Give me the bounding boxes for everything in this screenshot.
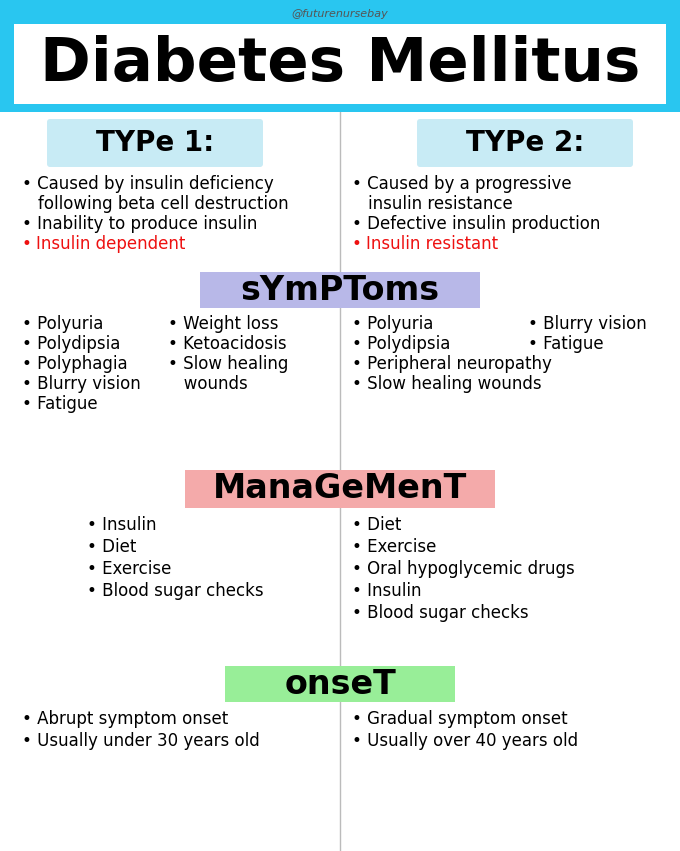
- FancyBboxPatch shape: [225, 666, 455, 702]
- Text: • Insulin: • Insulin: [87, 516, 156, 534]
- Text: • Blurry vision: • Blurry vision: [528, 315, 647, 333]
- Text: •: •: [352, 235, 367, 253]
- Text: • Slow healing wounds: • Slow healing wounds: [352, 375, 542, 393]
- Text: • Polyuria: • Polyuria: [22, 315, 103, 333]
- FancyBboxPatch shape: [0, 0, 680, 112]
- Text: @futurenursebay: @futurenursebay: [292, 9, 388, 19]
- FancyBboxPatch shape: [47, 119, 263, 167]
- Text: sYmPToms: sYmPToms: [241, 273, 439, 306]
- Text: insulin resistance: insulin resistance: [368, 195, 513, 213]
- Text: • Blood sugar checks: • Blood sugar checks: [87, 582, 264, 600]
- Text: Insulin dependent: Insulin dependent: [36, 235, 186, 253]
- Text: • Caused by a progressive: • Caused by a progressive: [352, 175, 572, 193]
- Text: • Fatigue: • Fatigue: [22, 395, 98, 413]
- Text: Diabetes Mellitus: Diabetes Mellitus: [40, 35, 640, 94]
- Text: onseT: onseT: [284, 667, 396, 700]
- Text: • Slow healing: • Slow healing: [168, 355, 288, 373]
- FancyBboxPatch shape: [185, 470, 495, 508]
- Text: ManaGeMenT: ManaGeMenT: [213, 472, 467, 505]
- FancyBboxPatch shape: [14, 24, 666, 104]
- Text: • Blood sugar checks: • Blood sugar checks: [352, 604, 528, 622]
- Text: wounds: wounds: [168, 375, 248, 393]
- Text: • Polydipsia: • Polydipsia: [22, 335, 120, 353]
- Text: Insulin resistant: Insulin resistant: [366, 235, 498, 253]
- Text: • Exercise: • Exercise: [87, 560, 171, 578]
- Text: • Gradual symptom onset: • Gradual symptom onset: [352, 710, 568, 728]
- Text: following beta cell destruction: following beta cell destruction: [38, 195, 288, 213]
- FancyBboxPatch shape: [417, 119, 633, 167]
- Text: • Caused by insulin deficiency: • Caused by insulin deficiency: [22, 175, 274, 193]
- Text: • Diet: • Diet: [87, 538, 137, 556]
- Text: TYPe 1:: TYPe 1:: [96, 129, 214, 157]
- Text: • Polyphagia: • Polyphagia: [22, 355, 128, 373]
- Text: • Inability to produce insulin: • Inability to produce insulin: [22, 215, 257, 233]
- Text: • Exercise: • Exercise: [352, 538, 437, 556]
- Text: • Peripheral neuropathy: • Peripheral neuropathy: [352, 355, 552, 373]
- Text: • Abrupt symptom onset: • Abrupt symptom onset: [22, 710, 228, 728]
- Text: • Blurry vision: • Blurry vision: [22, 375, 141, 393]
- Text: • Defective insulin production: • Defective insulin production: [352, 215, 600, 233]
- Text: • Usually over 40 years old: • Usually over 40 years old: [352, 732, 578, 750]
- Text: TYPe 2:: TYPe 2:: [466, 129, 584, 157]
- Text: • Oral hypoglycemic drugs: • Oral hypoglycemic drugs: [352, 560, 575, 578]
- Text: • Usually under 30 years old: • Usually under 30 years old: [22, 732, 260, 750]
- Text: • Polydipsia: • Polydipsia: [352, 335, 450, 353]
- Text: • Ketoacidosis: • Ketoacidosis: [168, 335, 287, 353]
- Text: • Weight loss: • Weight loss: [168, 315, 279, 333]
- Text: • Diet: • Diet: [352, 516, 401, 534]
- Text: • Polyuria: • Polyuria: [352, 315, 433, 333]
- FancyBboxPatch shape: [200, 272, 480, 308]
- Text: • Fatigue: • Fatigue: [528, 335, 604, 353]
- Text: • Insulin: • Insulin: [352, 582, 422, 600]
- Text: •: •: [22, 235, 37, 253]
